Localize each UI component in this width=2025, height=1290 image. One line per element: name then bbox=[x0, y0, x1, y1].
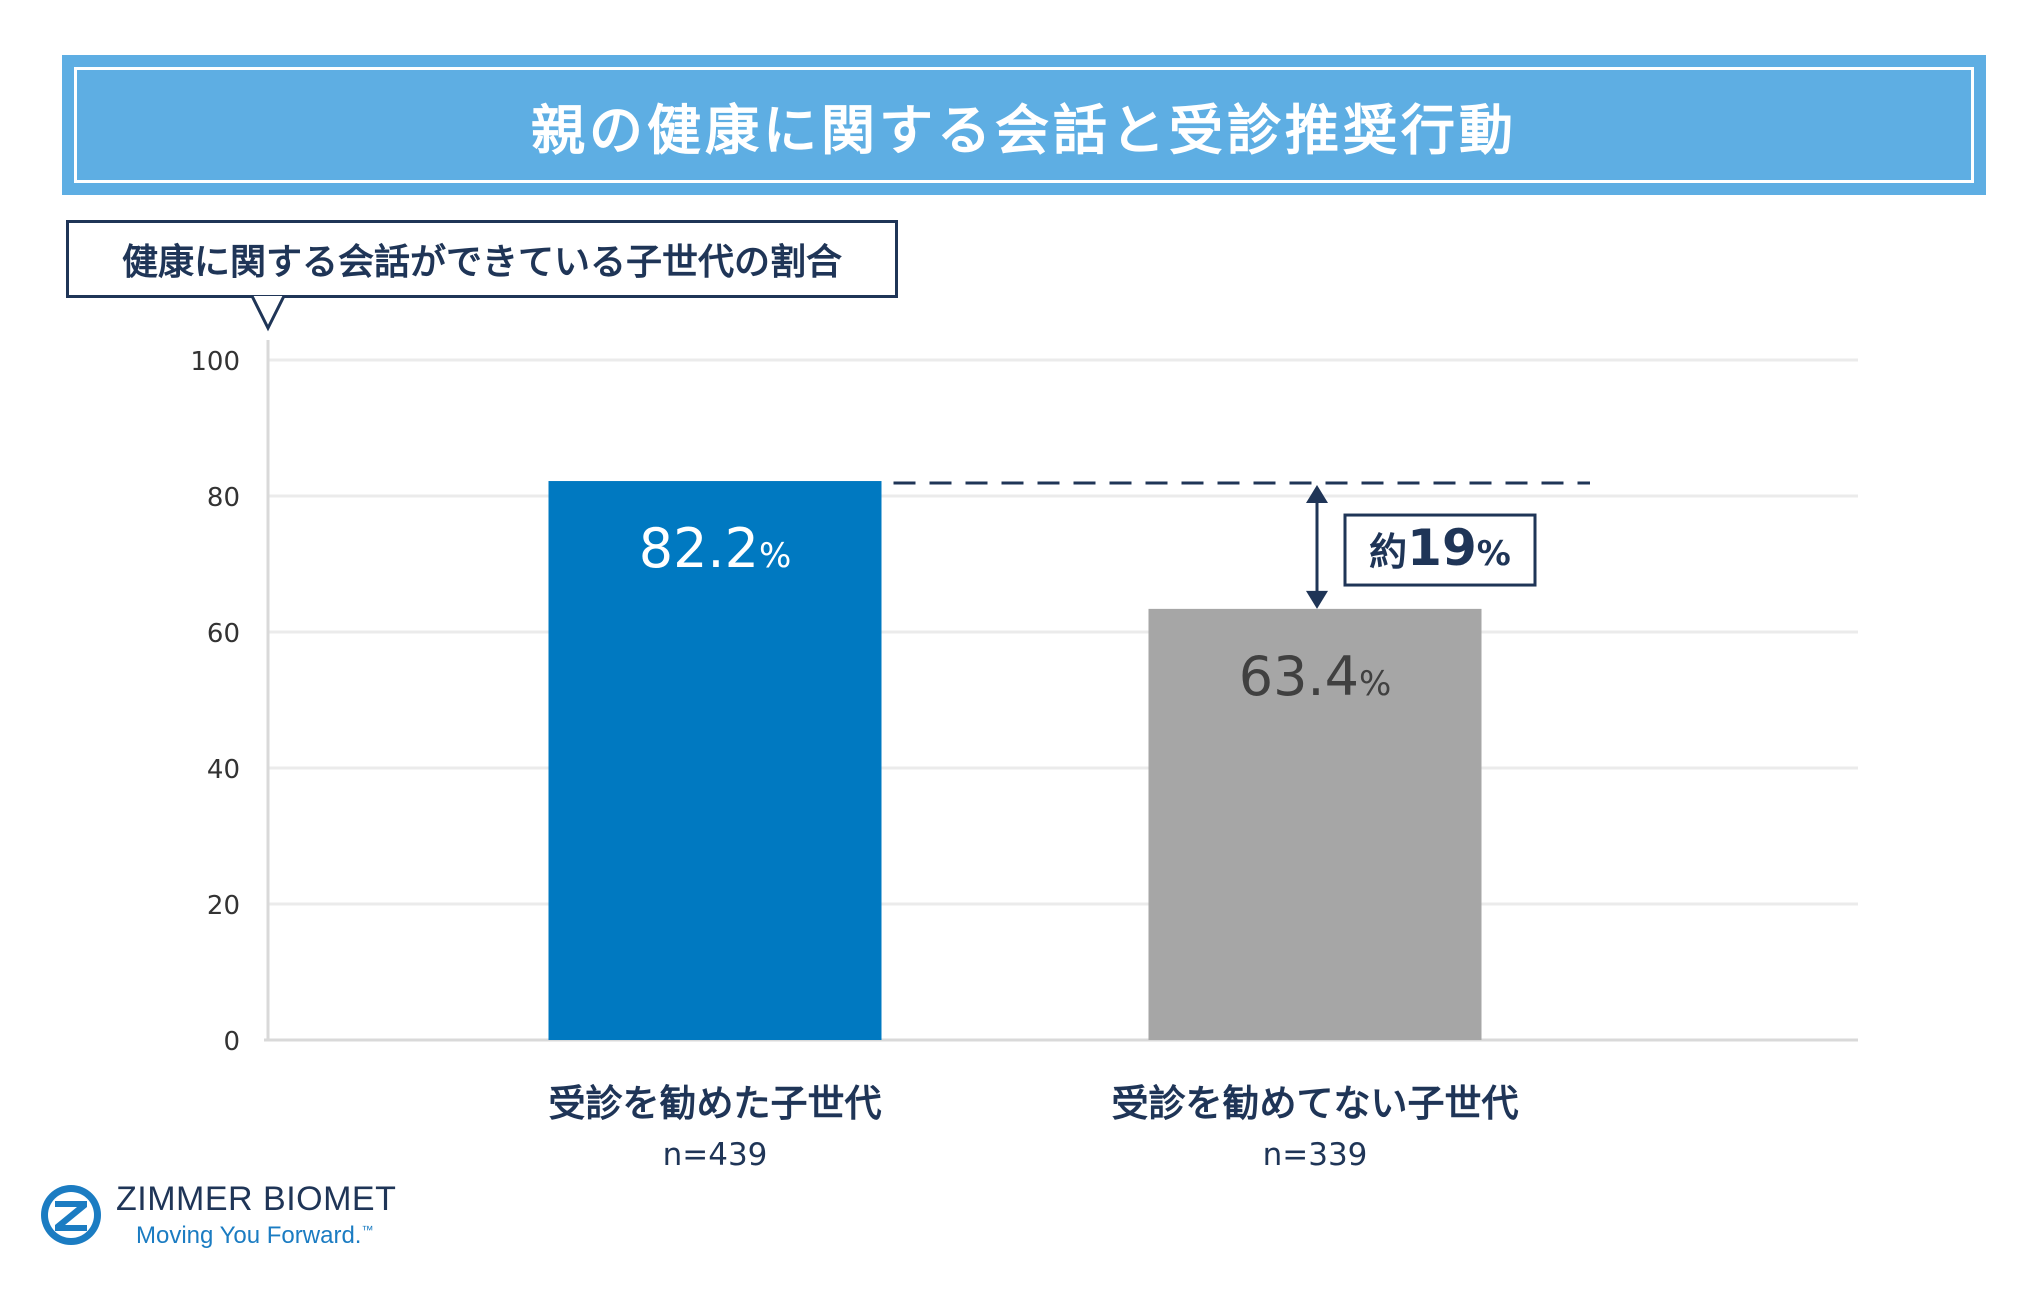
difference-unit: % bbox=[1477, 534, 1511, 574]
logo-tagline-text: Moving You Forward. bbox=[136, 1222, 362, 1249]
logo-name: ZIMMER BIOMET bbox=[116, 1180, 397, 1218]
callout-tail bbox=[250, 296, 286, 332]
grid-lines bbox=[268, 358, 1858, 906]
value-unit: % bbox=[759, 536, 791, 576]
difference-prefix: 約 bbox=[1369, 530, 1407, 574]
y-tick-label: 20 bbox=[207, 891, 240, 921]
y-tick-label: 80 bbox=[207, 483, 240, 513]
sample-size-1: n=439 bbox=[663, 1137, 768, 1173]
y-tick-label: 100 bbox=[190, 347, 240, 377]
difference-arrow-head-up bbox=[1306, 485, 1328, 504]
category-label-1: 受診を勧めた子世代 bbox=[549, 1082, 882, 1125]
value-unit: % bbox=[1359, 664, 1391, 704]
chart-callout: 健康に関する会話ができている子世代の割合 bbox=[66, 220, 898, 298]
difference-value: 19 bbox=[1407, 519, 1477, 577]
value-number: 82.2 bbox=[639, 517, 759, 580]
category-label-2: 受診を勧めてない子世代 bbox=[1112, 1082, 1519, 1125]
logo-tagline: Moving You Forward.™ bbox=[136, 1222, 373, 1250]
value-label-2: 63.4% bbox=[1239, 645, 1392, 708]
difference-box bbox=[1343, 513, 1537, 587]
y-tick-label: 40 bbox=[207, 755, 240, 785]
title-frame: 親の健康に関する会話と受診推奨行動 bbox=[74, 67, 1974, 183]
value-label-1: 82.2% bbox=[639, 517, 792, 580]
y-tick-label: 0 bbox=[223, 1027, 240, 1057]
value-number: 63.4 bbox=[1239, 645, 1359, 708]
bars bbox=[548, 481, 1482, 1040]
sample-size-2: n=339 bbox=[1263, 1137, 1368, 1173]
difference-label: 約19% bbox=[1369, 519, 1511, 577]
axes bbox=[264, 340, 1858, 1042]
callout-text: 健康に関する会話ができている子世代の割合 bbox=[121, 242, 842, 283]
difference-annotation: 約19% bbox=[893, 481, 1590, 609]
title-banner: 親の健康に関する会話と受診推奨行動 bbox=[62, 55, 1986, 195]
bar-2 bbox=[1148, 608, 1482, 1040]
logo-trademark: ™ bbox=[361, 1223, 374, 1237]
difference-arrow-head-down bbox=[1306, 590, 1328, 609]
bar-1 bbox=[548, 481, 882, 1040]
zimmer-biomet-logo: ZIMMER BIOMET Moving You Forward.™ bbox=[38, 1178, 458, 1258]
zimmer-biomet-logo-icon bbox=[41, 1185, 101, 1245]
labels: 0 20 40 60 80 100 82.2% 受診を勧めた子世代 n=439 63.4% 受診を勧… bbox=[190, 347, 1518, 1173]
page-title: 親の健康に関する会話と受診推奨行動 bbox=[531, 98, 1517, 162]
y-tick-label: 60 bbox=[207, 619, 240, 649]
